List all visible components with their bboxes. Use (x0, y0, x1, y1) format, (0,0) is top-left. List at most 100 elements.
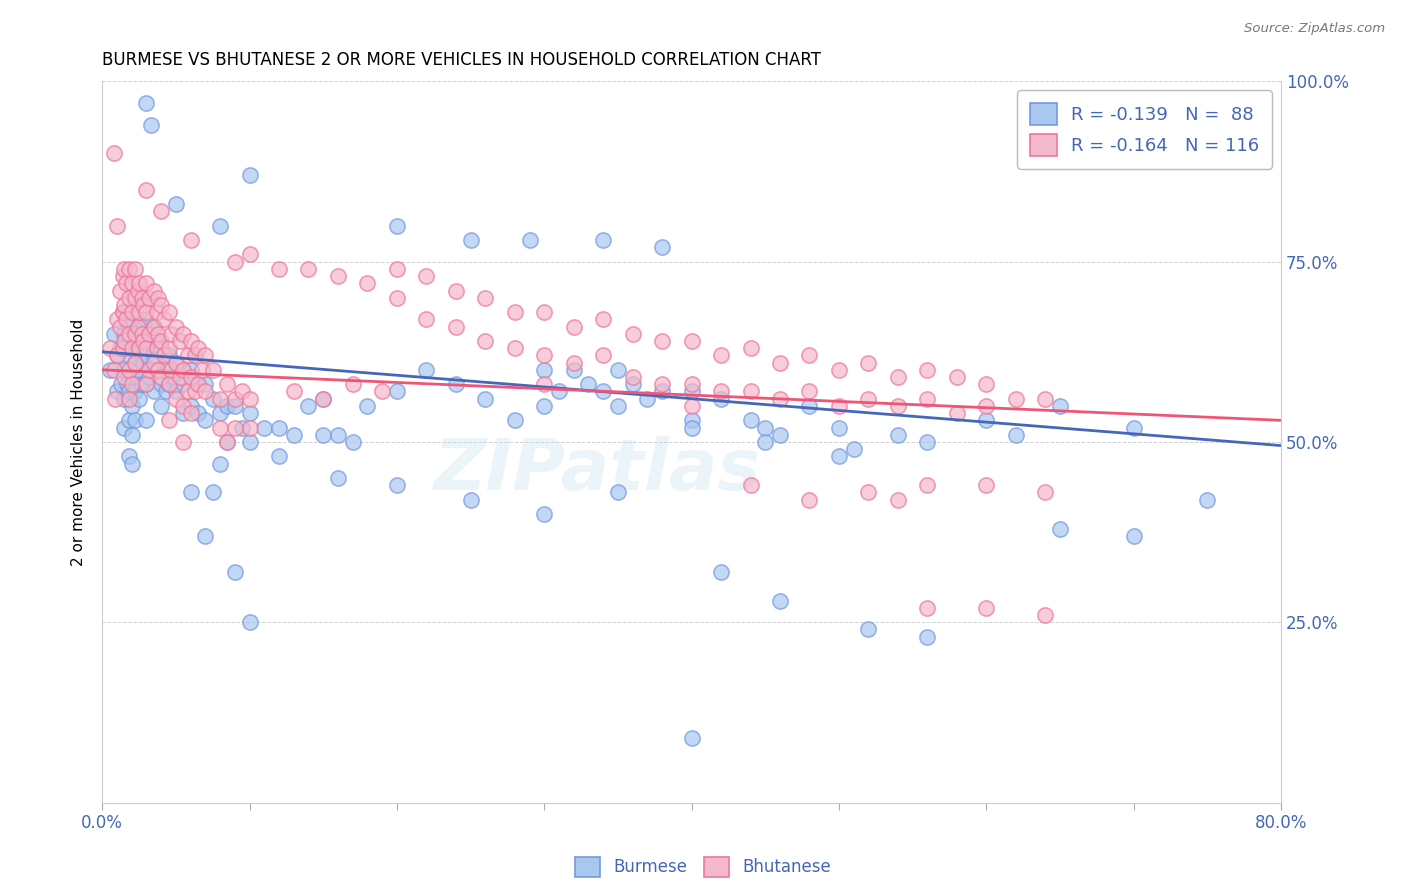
Point (326, 427, 349, 442)
Point (974, 600, 997, 615)
Point (503, 341, 526, 355)
Point (312, 427, 335, 442)
Point (111, 341, 134, 355)
Point (681, 420, 703, 434)
Point (231, 420, 253, 434)
Point (224, 565, 246, 579)
Point (142, 356, 165, 370)
Point (124, 413, 146, 427)
Point (165, 356, 187, 370)
Point (155, 384, 177, 399)
Point (124, 356, 146, 370)
Point (974, 478, 997, 492)
Point (131, 348, 153, 362)
Point (503, 413, 526, 427)
Point (1122, 420, 1144, 434)
Point (828, 399, 851, 413)
Point (180, 399, 202, 413)
Point (148, 363, 170, 377)
Point (533, 507, 555, 521)
Point (124, 326, 146, 341)
Point (194, 377, 217, 392)
Point (342, 377, 364, 392)
Point (150, 204, 173, 219)
Point (153, 348, 176, 362)
Point (238, 168, 260, 182)
Point (138, 363, 160, 377)
Point (710, 348, 733, 362)
Point (283, 427, 305, 442)
Point (118, 413, 141, 427)
Point (135, 377, 157, 392)
Point (740, 384, 762, 399)
Point (176, 348, 198, 362)
Point (157, 341, 180, 355)
Point (651, 377, 673, 392)
Point (172, 363, 194, 377)
Point (118, 392, 141, 406)
Point (740, 413, 762, 427)
Point (533, 363, 555, 377)
Point (681, 731, 703, 745)
Point (139, 118, 162, 132)
Point (121, 377, 143, 392)
Point (112, 420, 135, 434)
Point (124, 261, 146, 276)
Point (180, 485, 202, 500)
Point (917, 600, 939, 615)
Point (1004, 427, 1026, 442)
Point (98, 363, 121, 377)
Point (118, 384, 141, 399)
Point (224, 399, 246, 413)
Point (415, 269, 437, 284)
Point (150, 334, 173, 348)
Point (1122, 529, 1144, 543)
Point (153, 312, 176, 326)
Point (799, 384, 821, 399)
Point (121, 277, 143, 291)
Point (150, 370, 173, 384)
Point (326, 269, 349, 284)
Point (165, 319, 187, 334)
Point (187, 377, 209, 392)
Point (104, 392, 127, 406)
Point (142, 319, 165, 334)
Point (842, 442, 865, 457)
Point (105, 312, 128, 326)
Point (592, 348, 614, 362)
Point (217, 434, 239, 449)
Point (636, 392, 658, 406)
Point (184, 348, 207, 362)
Point (111, 305, 134, 319)
Point (740, 478, 762, 492)
Point (131, 377, 153, 392)
Point (165, 197, 187, 211)
Point (503, 305, 526, 319)
Point (103, 146, 125, 161)
Point (172, 399, 194, 413)
Point (710, 392, 733, 406)
Point (180, 233, 202, 247)
Point (1004, 392, 1026, 406)
Point (769, 593, 792, 607)
Point (172, 434, 194, 449)
Point (562, 356, 585, 370)
Point (155, 356, 177, 370)
Point (128, 341, 150, 355)
Point (974, 399, 997, 413)
Point (118, 319, 141, 334)
Point (184, 384, 207, 399)
Point (887, 370, 910, 384)
Point (135, 341, 157, 355)
Point (135, 277, 157, 291)
Point (201, 485, 224, 500)
Point (217, 434, 239, 449)
Point (135, 182, 157, 196)
Point (444, 284, 467, 298)
Point (118, 291, 141, 305)
Point (1033, 485, 1056, 500)
Point (209, 392, 232, 406)
Point (769, 427, 792, 442)
Point (917, 630, 939, 644)
Point (135, 413, 157, 427)
